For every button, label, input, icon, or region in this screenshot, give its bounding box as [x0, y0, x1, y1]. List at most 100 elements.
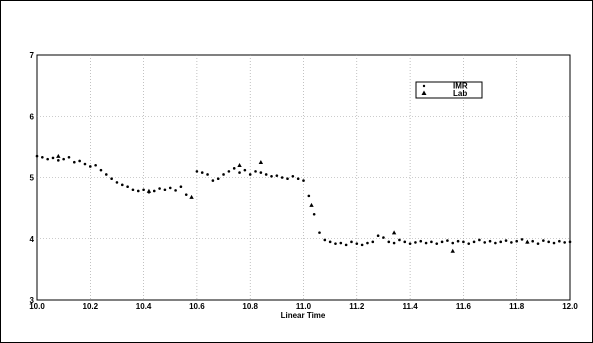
imr-point	[264, 173, 268, 176]
gridlines	[37, 55, 570, 300]
imr-point	[232, 167, 236, 170]
imr-point	[115, 181, 119, 184]
imr-point	[499, 240, 503, 244]
imr-point	[339, 241, 343, 245]
imr-point	[440, 240, 444, 244]
imr-point	[371, 240, 375, 244]
x-tick-label: 11.2	[349, 302, 365, 311]
imr-point	[462, 240, 465, 244]
x-tick-label: 11.0	[296, 302, 312, 311]
imr-point	[152, 189, 156, 193]
imr-point	[126, 185, 129, 188]
imr-point	[99, 168, 103, 172]
imr-point	[78, 159, 81, 163]
imr-point	[73, 160, 76, 164]
y-tick-label: 5	[30, 174, 35, 183]
imr-point	[216, 177, 220, 181]
legend: IMR Lab	[415, 81, 483, 99]
imr-point	[419, 239, 423, 243]
y-tick-label: 3	[30, 296, 35, 305]
x-tick-label: 10.2	[83, 302, 99, 311]
imr-point	[435, 242, 439, 245]
imr-point	[552, 241, 556, 245]
imr-point	[376, 234, 380, 237]
lab-point	[525, 239, 530, 244]
imr-point	[62, 157, 65, 161]
imr-point	[355, 242, 359, 245]
imr-point	[89, 165, 92, 168]
imr-point	[318, 231, 321, 234]
lab-point	[146, 188, 152, 193]
lab-point	[391, 230, 397, 235]
imr-point	[46, 157, 49, 161]
imr-point	[563, 241, 566, 244]
imr-point	[291, 174, 295, 178]
imr-point	[531, 239, 534, 243]
imr-point	[328, 240, 332, 244]
imr-point	[94, 163, 97, 167]
imr-point	[510, 241, 513, 244]
y-tick-labels: 3 4 5 6 7	[30, 51, 35, 305]
imr-point	[238, 171, 241, 174]
imr-point	[275, 174, 279, 177]
imr-point	[424, 241, 428, 245]
lab-point	[450, 248, 455, 253]
imr-point	[136, 189, 140, 193]
imr-point	[195, 170, 199, 173]
imr-point	[467, 242, 471, 245]
lab-point	[309, 202, 314, 207]
data-points	[35, 153, 572, 253]
x-tick-label: 11.4	[403, 302, 419, 311]
imr-point	[158, 187, 161, 190]
imr-point	[387, 240, 391, 244]
imr-point	[174, 189, 177, 192]
imr-point	[504, 239, 508, 242]
imr-point	[446, 239, 449, 242]
legend-marker-lab	[421, 90, 427, 95]
x-tick-label: 10.6	[189, 302, 205, 311]
lab-point	[189, 194, 194, 199]
imr-point	[280, 176, 284, 179]
imr-point	[51, 156, 55, 160]
lab-point	[237, 163, 242, 168]
legend-label-imr: IMR	[453, 82, 468, 91]
y-tick-label: 4	[30, 235, 35, 244]
imr-point	[243, 168, 247, 172]
imr-point	[307, 194, 311, 198]
imr-point	[558, 239, 561, 243]
imr-point	[366, 241, 369, 245]
x-tick-labels: 10.0 10.2 10.4 10.6 10.8 11.0 11.2 11.4 11.6 11.8…	[29, 302, 578, 311]
imr-point	[472, 240, 476, 244]
imr-point	[398, 238, 401, 242]
imr-point	[83, 162, 87, 166]
legend-box	[415, 81, 483, 99]
imr-point	[456, 239, 460, 243]
imr-point	[312, 212, 316, 216]
imr-point	[110, 177, 113, 181]
imr-point	[430, 240, 433, 244]
imr-point	[536, 242, 540, 245]
imr-point	[568, 240, 572, 244]
imr-point	[360, 243, 364, 247]
imr-point	[227, 170, 231, 173]
imr-point	[179, 185, 183, 188]
x-tick-label: 10.4	[136, 302, 152, 311]
imr-point	[350, 240, 353, 244]
y-tick-label: 6	[30, 112, 35, 121]
y-tick-label: 7	[30, 51, 35, 60]
imr-point	[494, 241, 497, 245]
x-tick-label: 11.6	[456, 302, 472, 311]
imr-point	[286, 177, 289, 181]
x-tick-label: 12.0	[562, 302, 578, 311]
imr-point	[259, 171, 263, 174]
imr-point	[104, 173, 108, 176]
imr-point	[35, 154, 39, 158]
imr-point	[547, 240, 550, 244]
imr-point	[163, 188, 167, 192]
imr-point	[392, 241, 396, 245]
imr-point	[515, 239, 518, 243]
imr-point	[451, 241, 455, 245]
legend-marker-imr	[422, 84, 426, 88]
imr-point	[483, 241, 487, 244]
imr-point	[323, 238, 327, 242]
